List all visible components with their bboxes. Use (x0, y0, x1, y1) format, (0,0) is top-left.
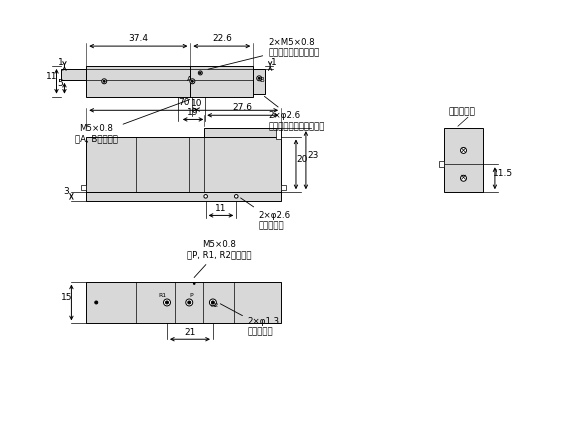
Bar (82, 185, 86, 190)
Text: 1: 1 (58, 59, 64, 67)
Text: 23: 23 (307, 151, 318, 160)
Text: 2×M5×0.8
（パイロットポート）: 2×M5×0.8 （パイロットポート） (208, 38, 319, 69)
Text: 3: 3 (64, 187, 69, 196)
Circle shape (209, 299, 216, 306)
Text: ×: × (460, 174, 467, 183)
Text: 11: 11 (215, 205, 227, 213)
Circle shape (194, 283, 195, 284)
Circle shape (234, 194, 238, 198)
Text: 19: 19 (187, 108, 199, 118)
Circle shape (103, 80, 105, 82)
Text: 10: 10 (191, 98, 202, 108)
Circle shape (461, 147, 466, 153)
Circle shape (461, 175, 466, 181)
Circle shape (166, 301, 168, 304)
Bar (444, 128, 483, 192)
Circle shape (188, 301, 191, 304)
Text: 37.4: 37.4 (128, 34, 148, 43)
Circle shape (198, 71, 202, 75)
Text: 20: 20 (296, 155, 308, 164)
Text: ×: × (460, 146, 467, 155)
Bar (276, 128, 281, 139)
Text: 2×φ1.3
（呼吸穴）: 2×φ1.3 （呼吸穴） (220, 304, 280, 337)
Bar (281, 185, 286, 190)
Circle shape (186, 299, 193, 306)
Text: 2×φ2.6
（マニホールド取付用）: 2×φ2.6 （マニホールド取付用） (264, 96, 325, 131)
Circle shape (258, 77, 260, 79)
Text: P: P (189, 294, 193, 298)
Circle shape (163, 299, 170, 306)
Circle shape (257, 76, 262, 81)
Circle shape (190, 79, 195, 84)
Text: 27.6: 27.6 (233, 103, 252, 112)
Circle shape (95, 301, 98, 304)
Bar (439, 161, 444, 167)
Bar (86, 136, 281, 192)
Text: R2: R2 (211, 303, 219, 309)
Bar (86, 66, 253, 97)
Circle shape (204, 194, 208, 198)
Text: 22.6: 22.6 (212, 34, 232, 43)
Circle shape (101, 79, 107, 84)
Text: 2×φ2.6
（取付用）: 2×φ2.6 （取付用） (241, 198, 290, 231)
Text: M5×0.8
（P, R1, R2ポート）: M5×0.8 （P, R1, R2ポート） (187, 240, 251, 277)
Bar (86, 192, 281, 201)
Text: 1: 1 (271, 59, 277, 67)
Bar (86, 281, 281, 323)
Text: 21: 21 (184, 328, 196, 337)
Text: 11: 11 (46, 72, 57, 81)
Text: R1: R1 (158, 294, 166, 298)
Bar (204, 128, 281, 136)
Circle shape (199, 72, 201, 74)
Text: 11.5: 11.5 (493, 169, 513, 178)
Text: A: A (187, 76, 192, 82)
Text: 5: 5 (58, 79, 64, 88)
Circle shape (212, 301, 215, 304)
Text: M5×0.8
（A, Bポート）: M5×0.8 （A, Bポート） (75, 100, 189, 144)
Text: B: B (260, 77, 265, 83)
Bar (253, 69, 265, 94)
Text: マニュアル: マニュアル (449, 107, 476, 116)
Text: 70: 70 (178, 98, 189, 108)
Text: 15: 15 (61, 294, 72, 302)
Bar (61, 69, 86, 80)
Circle shape (191, 80, 194, 82)
